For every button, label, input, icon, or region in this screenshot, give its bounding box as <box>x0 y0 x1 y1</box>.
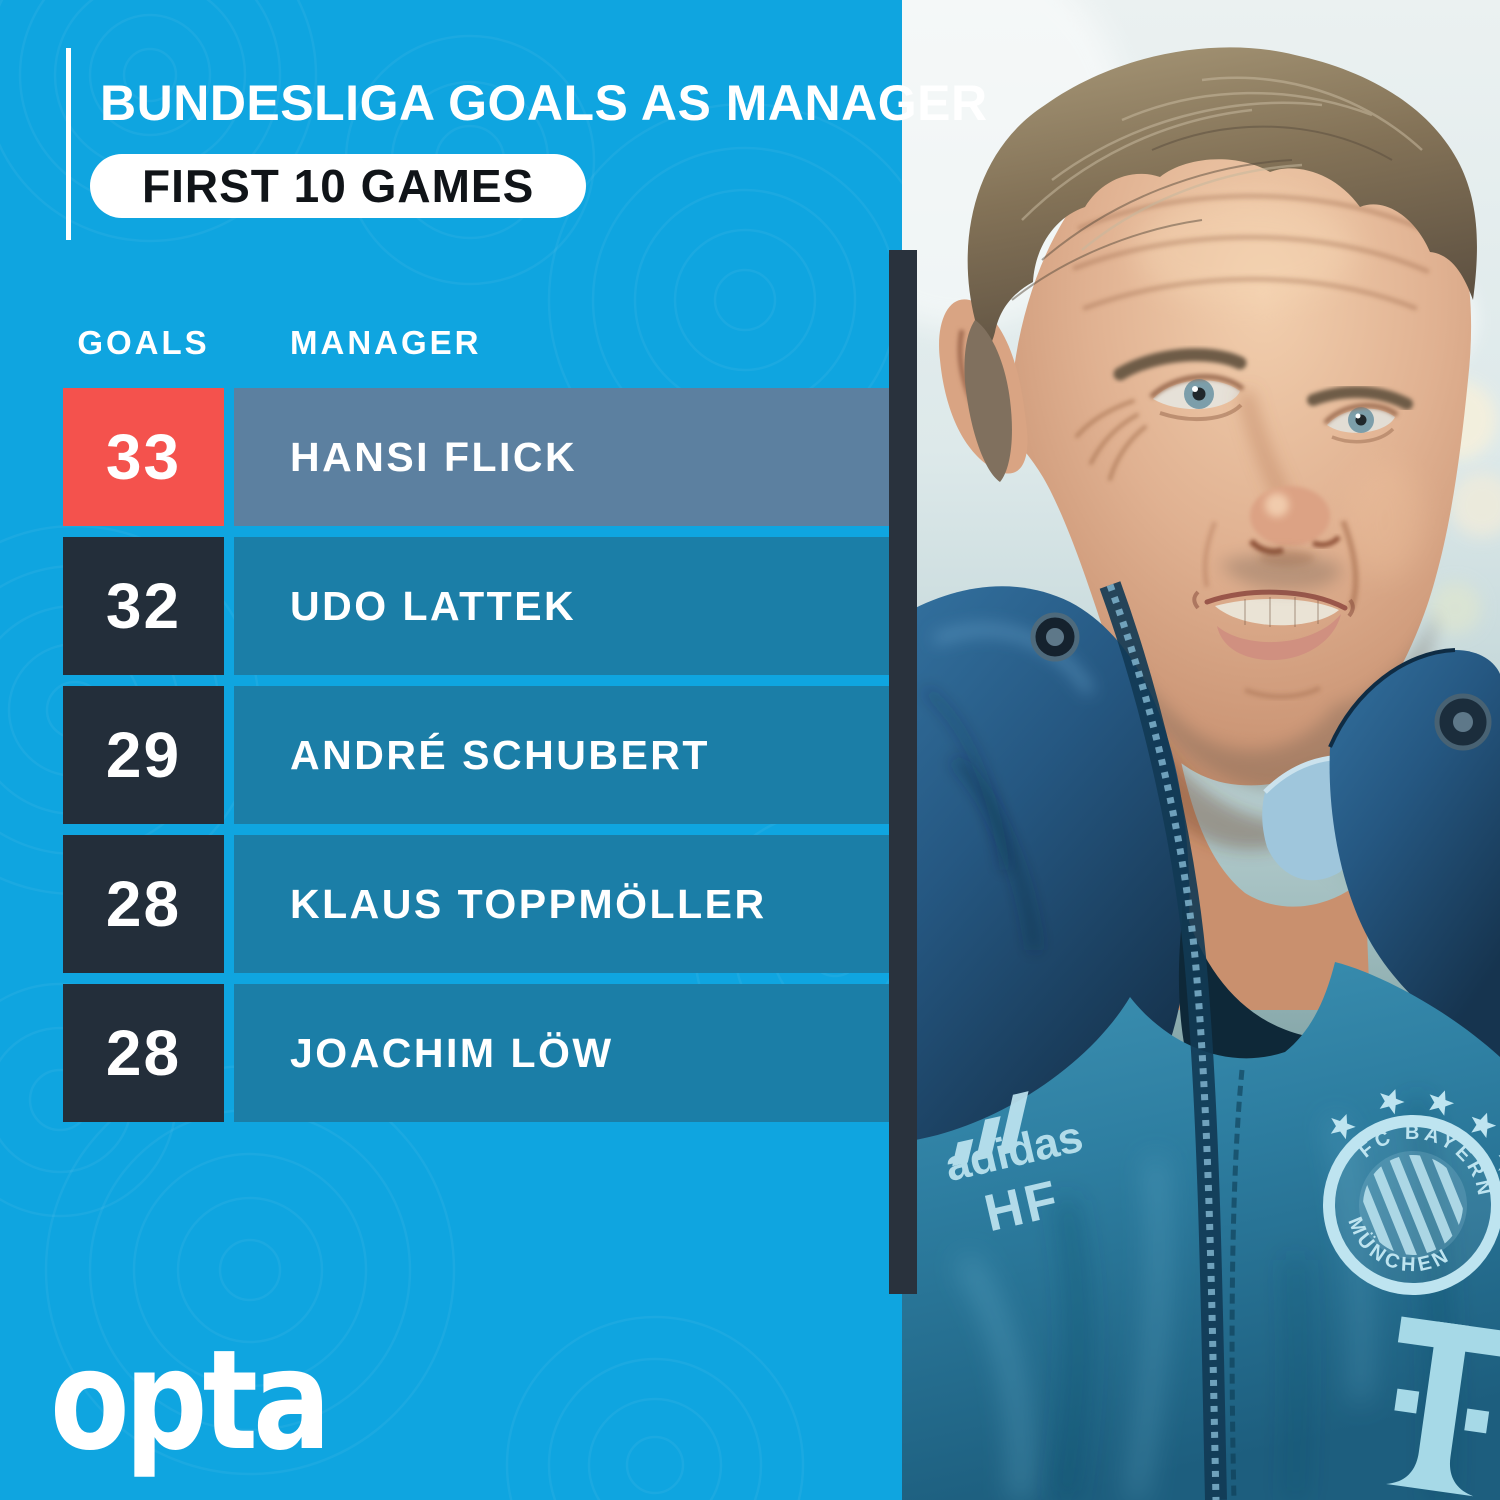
table-row: 32 UDO LATTEK <box>63 537 889 675</box>
manager-name: JOACHIM LÖW <box>290 1029 614 1076</box>
goals-value: 28 <box>63 835 224 973</box>
manager-column-header: MANAGER <box>290 324 482 361</box>
snap-button-center <box>1046 628 1064 646</box>
manager-portrait-illustration: adidas HF FC BAYERN MÜNCHE <box>792 0 1500 1500</box>
title-accent-line <box>66 48 71 240</box>
table-side-strip <box>889 250 917 1294</box>
goals-value: 28 <box>63 984 224 1122</box>
manager-bar: HANSI FLICK <box>234 388 889 526</box>
subtitle-badge: FIRST 10 GAMES <box>90 154 587 218</box>
manager-name: KLAUS TOPPMÖLLER <box>290 880 767 927</box>
hair <box>964 47 1477 482</box>
manager-bar: ANDRÉ SCHUBERT <box>234 686 889 824</box>
goals-value: 33 <box>63 388 224 526</box>
neck <box>1160 700 1370 1010</box>
table-row: 33 HANSI FLICK <box>63 388 889 526</box>
goals-value: 32 <box>63 537 224 675</box>
jacket-collar-left <box>902 586 1190 1146</box>
manager-bar: KLAUS TOPPMÖLLER <box>234 835 889 973</box>
mouth <box>1192 589 1355 661</box>
manager-name: ANDRÉ SCHUBERT <box>290 731 710 778</box>
manager-bar: UDO LATTEK <box>234 537 889 675</box>
zipper <box>1099 581 1227 1500</box>
ranking-table: 33 HANSI FLICK 32 UDO LATTEK 29 ANDRÉ SC… <box>63 388 889 1133</box>
manager-name: HANSI FLICK <box>290 433 578 480</box>
table-header: GOALS MANAGER <box>63 324 482 362</box>
manager-bar: JOACHIM LÖW <box>234 984 889 1122</box>
eyes <box>1149 374 1399 444</box>
manager-name: UDO LATTEK <box>290 582 577 629</box>
goals-column-header: GOALS <box>77 324 210 361</box>
goals-value: 29 <box>63 686 224 824</box>
jacket-collar-right <box>1328 648 1500 1062</box>
table-row: 28 KLAUS TOPPMÖLLER <box>63 835 889 973</box>
opta-logo: opta <box>50 1320 331 1481</box>
table-row: 29 ANDRÉ SCHUBERT <box>63 686 889 824</box>
manager-photo: adidas HF FC BAYERN MÜNCHE <box>792 0 1500 1500</box>
telekom-logo: T <box>1386 1316 1500 1497</box>
table-row: 28 JOACHIM LÖW <box>63 984 889 1122</box>
page-title: BUNDESLIGA GOALS AS MANAGER <box>100 75 988 131</box>
